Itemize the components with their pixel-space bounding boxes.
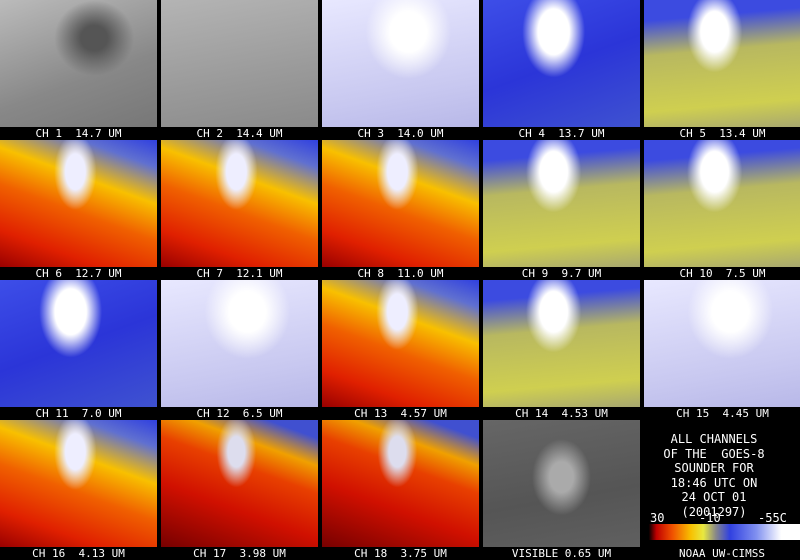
satellite-image bbox=[483, 140, 640, 267]
scale-label: 30 bbox=[650, 511, 665, 525]
channel-label: CH 6 12.7 UM bbox=[0, 267, 157, 280]
channel-label: CH 16 4.13 UM bbox=[0, 547, 157, 560]
satellite-image bbox=[322, 280, 479, 407]
info-line: OF THE GOES-8 bbox=[663, 446, 765, 461]
channel-panel: CH 9 9.7 UM bbox=[483, 140, 640, 280]
satellite-image bbox=[0, 140, 157, 267]
color-scale bbox=[644, 524, 800, 540]
channel-panel: CH 10 7.5 UM bbox=[644, 140, 800, 280]
satellite-image bbox=[483, 280, 640, 407]
info-line: (2001297) bbox=[681, 504, 747, 519]
info-line: SOUNDER FOR bbox=[674, 461, 754, 475]
channel-panel: CH 6 12.7 UM bbox=[0, 140, 157, 280]
channel-panel: CH 11 7.0 UM bbox=[0, 280, 157, 420]
satellite-image bbox=[322, 140, 479, 267]
channel-panel: CH 14 4.53 UM bbox=[483, 280, 640, 420]
satellite-image bbox=[161, 140, 318, 267]
channel-panel: CH 7 12.1 UM bbox=[161, 140, 318, 280]
channel-panel: CH 5 13.4 UM bbox=[644, 0, 800, 140]
channel-label: CH 9 9.7 UM bbox=[483, 267, 640, 280]
satellite-image bbox=[161, 420, 318, 547]
channel-label: CH 15 4.45 UM bbox=[644, 407, 800, 420]
satellite-image bbox=[644, 0, 800, 127]
channel-label: CH 5 13.4 UM bbox=[644, 127, 800, 140]
channel-label: CH 8 11.0 UM bbox=[322, 267, 479, 280]
channel-label: CH 2 14.4 UM bbox=[161, 127, 318, 140]
channel-panel: CH 16 4.13 UM bbox=[0, 420, 157, 560]
satellite-image bbox=[483, 0, 640, 127]
info-panel: NOAA UW-CIMSS ALL CHANNELS OF THE GOES-8 S… bbox=[644, 420, 800, 560]
channel-label: CH 14 4.53 UM bbox=[483, 407, 640, 420]
credit: NOAA UW-CIMSS bbox=[678, 547, 766, 560]
info-line: 24 OCT 01 bbox=[681, 490, 747, 504]
satellite-image bbox=[161, 0, 318, 127]
satellite-image bbox=[0, 420, 157, 547]
info-line: 18:46 UTC ON bbox=[670, 475, 758, 490]
channel-panel: CH 12 6.5 UM bbox=[161, 280, 318, 420]
channel-label: CH 13 4.57 UM bbox=[322, 407, 479, 420]
channel-panel: CH 3 14.0 UM bbox=[322, 0, 479, 140]
channel-panel: CH 13 4.57 UM bbox=[322, 280, 479, 420]
satellite-image bbox=[0, 280, 157, 407]
channel-panel: CH 8 11.0 UM bbox=[322, 140, 479, 280]
channel-panel: CH 18 3.75 UM bbox=[322, 420, 479, 560]
info-line: ALL CHANNELS bbox=[670, 432, 758, 446]
channel-label: CH 10 7.5 UM bbox=[644, 267, 800, 280]
channel-panel: CH 15 4.45 UM bbox=[644, 280, 800, 420]
channel-label: CH 3 14.0 UM bbox=[322, 127, 479, 140]
channel-panel: VISIBLE 0.65 UM bbox=[483, 420, 640, 560]
channel-label: CH 11 7.0 UM bbox=[0, 407, 157, 420]
satellite-image bbox=[322, 420, 479, 547]
scale-label: -55C bbox=[758, 511, 787, 525]
channel-label: CH 4 13.7 UM bbox=[483, 127, 640, 140]
satellite-image bbox=[161, 280, 318, 407]
satellite-image bbox=[644, 140, 800, 267]
channel-panel: CH 2 14.4 UM bbox=[161, 0, 318, 140]
channel-label: CH 1 14.7 UM bbox=[0, 127, 157, 140]
channel-label: CH 17 3.98 UM bbox=[161, 547, 318, 560]
channel-label: VISIBLE 0.65 UM bbox=[483, 547, 640, 560]
satellite-image bbox=[0, 0, 157, 127]
channel-panel: CH 17 3.98 UM bbox=[161, 420, 318, 560]
channel-label: CH 12 6.5 UM bbox=[161, 407, 318, 420]
channel-label: CH 18 3.75 UM bbox=[322, 547, 479, 560]
satellite-image bbox=[483, 420, 640, 547]
channel-label: CH 7 12.1 UM bbox=[161, 267, 318, 280]
satellite-image bbox=[322, 0, 479, 127]
scale-label: -10 bbox=[699, 511, 721, 525]
satellite-image bbox=[644, 280, 800, 407]
channel-panel: CH 4 13.7 UM bbox=[483, 0, 640, 140]
channel-panel: CH 1 14.7 UM bbox=[0, 0, 157, 140]
